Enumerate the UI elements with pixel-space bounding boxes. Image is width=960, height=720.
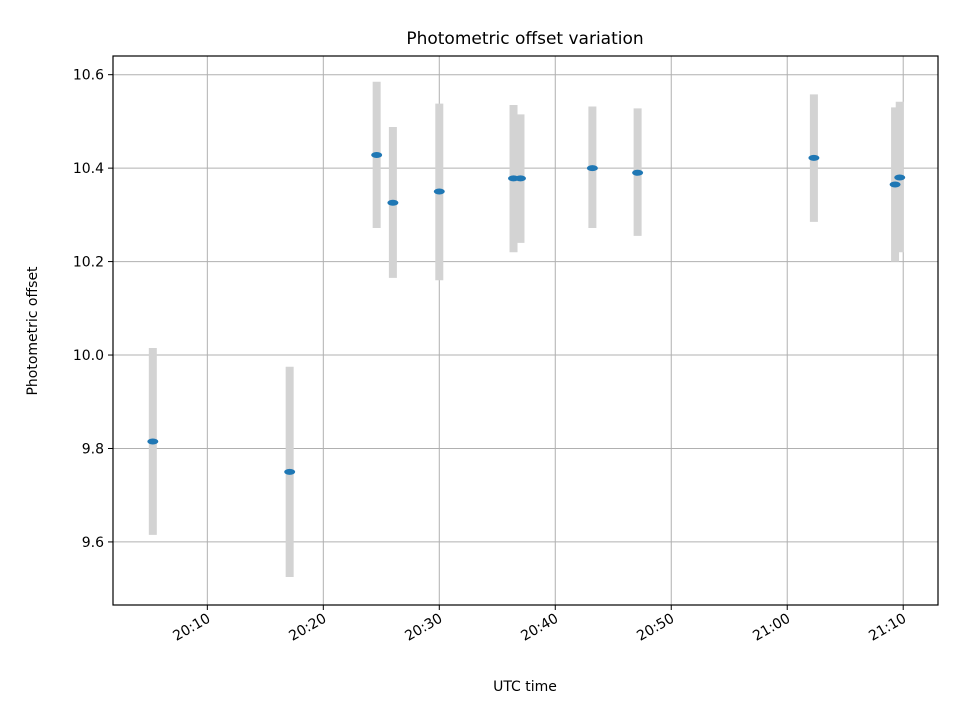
data-point xyxy=(808,154,820,161)
data-point xyxy=(284,468,296,475)
data-point xyxy=(147,438,159,445)
y-tick-label: 10.0 xyxy=(73,348,104,364)
data-point xyxy=(514,175,526,182)
data-point xyxy=(894,174,906,181)
y-tick-label: 10.6 xyxy=(73,68,104,84)
x-axis-label: UTC time xyxy=(493,679,557,695)
data-point xyxy=(889,181,901,188)
y-tick-label: 9.8 xyxy=(82,441,104,457)
data-point xyxy=(632,169,644,176)
chart-title: Photometric offset variation xyxy=(406,29,643,49)
data-point xyxy=(387,199,399,206)
y-tick-label: 10.2 xyxy=(73,255,104,271)
plot-frame xyxy=(112,55,939,606)
y-axis-label: Photometric offset xyxy=(25,266,41,396)
markers xyxy=(147,152,906,475)
data-point xyxy=(371,152,383,159)
data-point xyxy=(586,165,598,172)
y-tick-label: 10.4 xyxy=(73,161,104,177)
y-tick-label: 9.6 xyxy=(82,535,104,551)
y-axis: 9.6 9.8 10.0 10.2 10.4 10.6 xyxy=(73,68,113,551)
data-point xyxy=(433,188,445,195)
